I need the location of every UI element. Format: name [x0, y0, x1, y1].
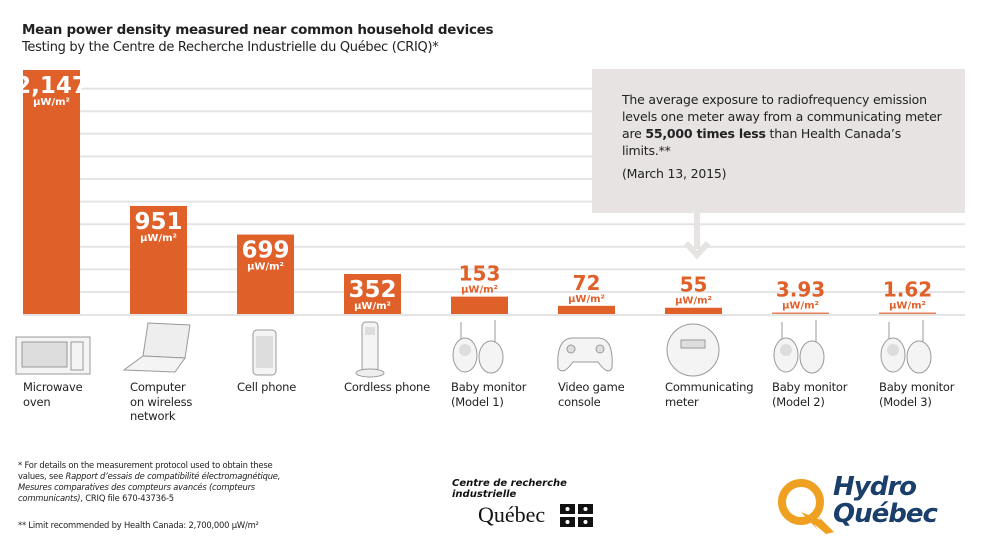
callout-box: The average exposure to radiofrequency e…	[592, 69, 965, 213]
unit-label: µW/m²	[568, 294, 605, 305]
bar-6	[558, 305, 615, 314]
bar-2	[130, 205, 187, 314]
unit-label: µW/m²	[889, 301, 926, 312]
value-label: 55	[680, 273, 708, 297]
laptop-icon	[122, 322, 191, 373]
criq-logo: Centre de recherche industrielle	[452, 478, 567, 500]
smart-meter-icon	[666, 323, 720, 377]
microwave-icon	[15, 336, 91, 375]
category-label: Video game console	[558, 380, 625, 409]
hydro-quebec-logo: Hydro Québec	[833, 472, 938, 529]
bar-1	[23, 70, 80, 314]
unit-label: µW/m²	[33, 97, 70, 108]
footnote-limit: ** Limit recommended by Health Canada: 2…	[18, 520, 259, 530]
category-label: Cordless phone	[344, 380, 430, 394]
unit-label: µW/m²	[140, 233, 177, 244]
callout-text: The average exposure to radiofrequency e…	[622, 92, 942, 158]
category-label: Baby monitor (Model 2)	[772, 380, 848, 409]
cordless-phone-icon	[355, 321, 385, 378]
bar-5	[451, 296, 508, 314]
category-label: Baby monitor (Model 3)	[879, 380, 955, 409]
value-label: 699	[241, 238, 289, 264]
unit-label: µW/m²	[782, 301, 819, 312]
baby-monitor-icon	[773, 320, 825, 374]
chart-subtitle: Testing by the Centre de Recherche Indus…	[22, 40, 439, 55]
bar-3	[237, 234, 294, 314]
callout-arrow-icon	[683, 213, 711, 260]
category-label: Microwave oven	[23, 380, 83, 409]
callout-date: (March 13, 2015)	[622, 166, 727, 181]
value-label: 153	[459, 262, 501, 286]
value-label: 2,147	[15, 73, 88, 99]
unit-label: µW/m²	[354, 301, 391, 312]
game-controller-icon	[557, 337, 613, 372]
bar-4	[344, 273, 401, 314]
category-label: Computer on wireless network	[130, 380, 193, 423]
baby-monitor-icon	[880, 320, 932, 374]
value-label: 1.62	[883, 278, 932, 302]
bar-9	[879, 312, 936, 314]
unit-label: µW/m²	[461, 285, 498, 296]
unit-label: µW/m²	[675, 296, 712, 307]
value-label: 3.93	[776, 278, 825, 302]
value-label: 352	[348, 277, 396, 303]
category-label: Cell phone	[237, 380, 297, 394]
bar-8	[772, 312, 829, 314]
baby-monitor-icon	[452, 320, 504, 374]
value-label: 72	[573, 271, 601, 295]
chart-title: Mean power density measured near common …	[22, 22, 494, 38]
quebec-flag-icon	[560, 504, 593, 527]
unit-label: µW/m²	[247, 262, 284, 273]
cell-phone-icon	[252, 329, 277, 376]
category-label: Communicating meter	[665, 380, 754, 409]
hydro-quebec-q-icon	[778, 479, 834, 534]
value-label: 951	[134, 209, 182, 235]
criq-quebec-text: Québec	[478, 502, 546, 527]
category-label: Baby monitor (Model 1)	[451, 380, 527, 409]
bar-7	[665, 307, 722, 314]
footnote-protocol: * For details on the measurement protoco…	[18, 460, 281, 503]
